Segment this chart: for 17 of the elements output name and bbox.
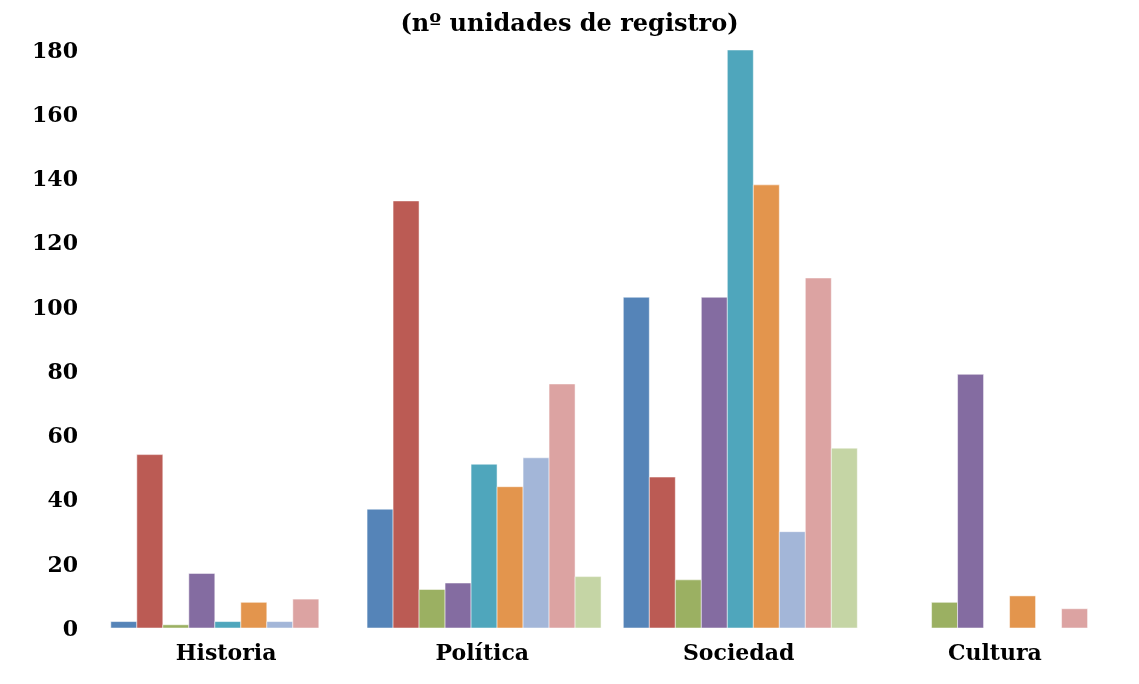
x-tick-label: Cultura [947,638,1042,665]
chart-title: (nº unidades de registro) [400,8,739,37]
y-tick-label: 180 [32,36,78,63]
y-tick-label: 160 [32,101,78,128]
y-tick-label: 60 [47,422,78,449]
x-tick-label: Historia [175,638,277,665]
y-tick-label: 0 [62,614,78,641]
x-tick-label: Política [435,638,530,665]
y-tick-label: 80 [47,357,78,384]
y-tick-label: 40 [47,486,78,513]
y-tick-label: 120 [32,229,78,256]
bar [1009,595,1036,628]
y-tick-label: 140 [32,165,78,192]
x-tick-label: Sociedad [682,638,795,665]
bar [1061,608,1088,628]
y-tick-label: 100 [32,293,78,320]
y-tick-label: 20 [47,550,78,577]
